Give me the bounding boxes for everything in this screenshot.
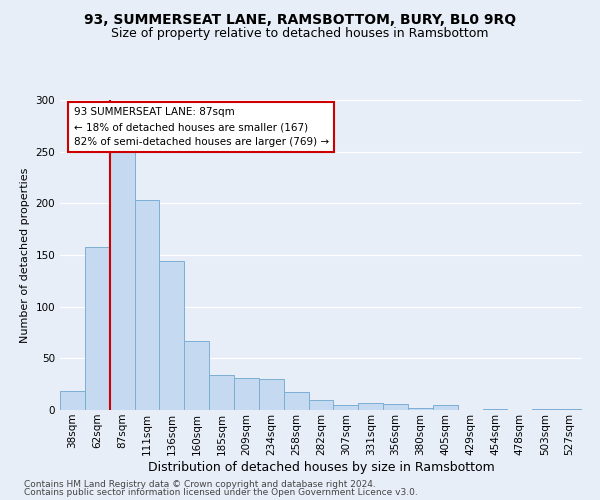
Bar xyxy=(209,375,234,410)
Bar xyxy=(110,152,134,410)
Bar xyxy=(184,341,209,410)
Bar xyxy=(60,392,85,410)
Bar xyxy=(383,404,408,410)
Text: 93 SUMMERSEAT LANE: 87sqm
← 18% of detached houses are smaller (167)
82% of semi: 93 SUMMERSEAT LANE: 87sqm ← 18% of detac… xyxy=(74,107,329,147)
Text: 93, SUMMERSEAT LANE, RAMSBOTTOM, BURY, BL0 9RQ: 93, SUMMERSEAT LANE, RAMSBOTTOM, BURY, B… xyxy=(84,12,516,26)
Bar xyxy=(85,246,110,410)
Bar xyxy=(160,261,184,410)
Text: Distribution of detached houses by size in Ramsbottom: Distribution of detached houses by size … xyxy=(148,461,494,474)
Bar xyxy=(259,379,284,410)
Text: Contains public sector information licensed under the Open Government Licence v3: Contains public sector information licen… xyxy=(24,488,418,497)
Bar xyxy=(284,392,308,410)
Bar xyxy=(358,403,383,410)
Y-axis label: Number of detached properties: Number of detached properties xyxy=(20,168,30,342)
Bar xyxy=(532,409,557,410)
Text: Contains HM Land Registry data © Crown copyright and database right 2024.: Contains HM Land Registry data © Crown c… xyxy=(24,480,376,489)
Bar xyxy=(234,378,259,410)
Bar xyxy=(408,408,433,410)
Bar xyxy=(308,400,334,410)
Bar xyxy=(557,409,582,410)
Bar xyxy=(433,405,458,410)
Bar xyxy=(482,409,508,410)
Bar xyxy=(334,405,358,410)
Bar xyxy=(134,200,160,410)
Text: Size of property relative to detached houses in Ramsbottom: Size of property relative to detached ho… xyxy=(111,28,489,40)
